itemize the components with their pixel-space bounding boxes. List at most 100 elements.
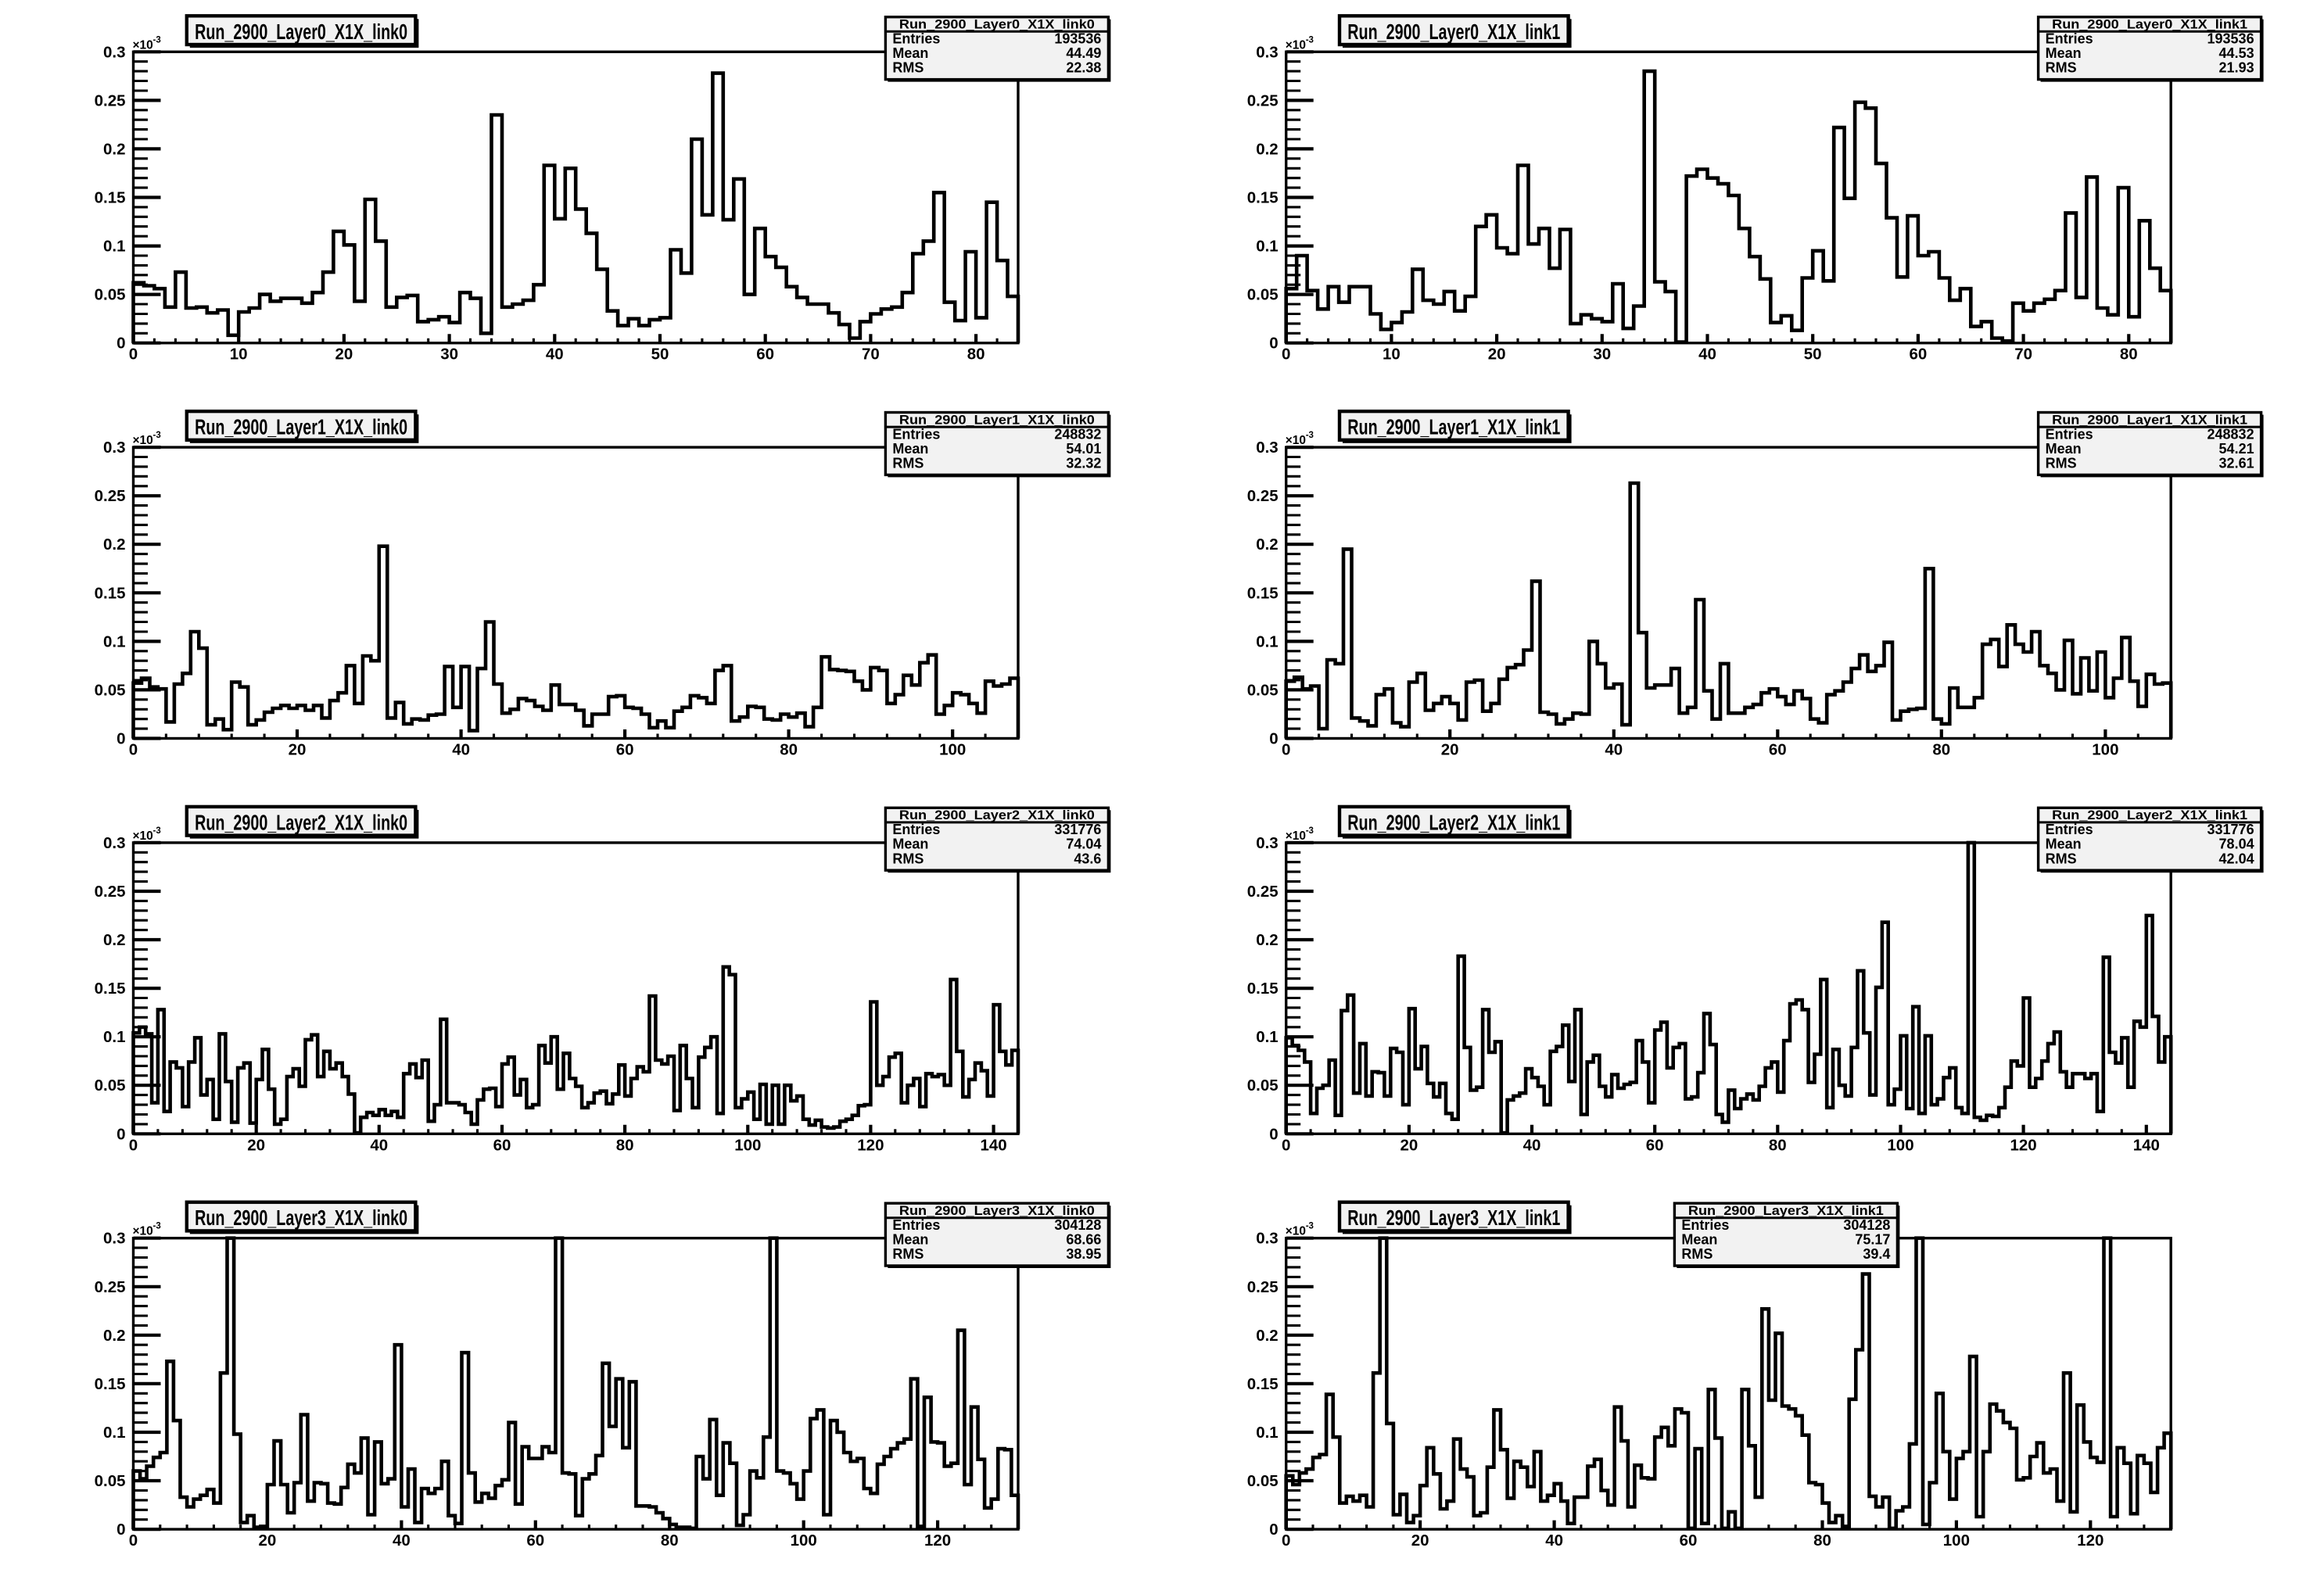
svg-text:21.93: 21.93 [2219,60,2254,76]
svg-text:Run_2900_Layer2_X1X_link0: Run_2900_Layer2_X1X_link0 [899,808,1095,822]
svg-text:30: 30 [440,346,458,364]
svg-text:-3: -3 [153,431,161,440]
svg-text:39.4: 39.4 [1863,1246,1890,1262]
svg-text:60: 60 [616,741,634,759]
svg-text:20: 20 [1488,346,1506,364]
svg-text:RMS: RMS [892,1246,924,1262]
svg-text:60: 60 [526,1532,544,1550]
svg-text:0.05: 0.05 [95,1472,126,1490]
svg-text:120: 120 [2010,1136,2036,1154]
svg-text:-3: -3 [153,826,161,836]
svg-text:60: 60 [1680,1532,1698,1550]
svg-text:0.15: 0.15 [1247,1375,1279,1393]
svg-text:0.25: 0.25 [95,883,126,901]
svg-text:0: 0 [129,741,138,759]
svg-text:Mean: Mean [2046,45,2082,61]
svg-text:20: 20 [335,346,353,364]
svg-text:40: 40 [1545,1532,1563,1550]
svg-text:40: 40 [452,741,470,759]
svg-text:0.2: 0.2 [1256,140,1279,158]
svg-text:Run_2900_Layer1_X1X_link0: Run_2900_Layer1_X1X_link0 [195,415,407,439]
svg-text:×10: ×10 [133,38,153,52]
svg-text:0.3: 0.3 [103,1230,126,1248]
svg-text:331776: 331776 [1054,822,1101,837]
svg-text:Entries: Entries [2046,426,2093,442]
svg-text:RMS: RMS [2046,456,2077,471]
svg-text:60: 60 [1769,741,1787,759]
svg-text:54.01: 54.01 [1066,441,1101,457]
svg-text:0.1: 0.1 [1256,1028,1279,1046]
svg-text:0: 0 [1282,1532,1290,1550]
svg-text:×10: ×10 [133,434,153,447]
svg-text:40: 40 [1605,741,1623,759]
svg-text:0.15: 0.15 [1247,980,1279,998]
svg-text:Run_2900_Layer1_X1X_link0: Run_2900_Layer1_X1X_link0 [899,413,1095,427]
svg-text:0.25: 0.25 [1247,91,1279,109]
svg-text:78.04: 78.04 [2219,837,2254,852]
svg-text:120: 120 [857,1136,884,1154]
svg-text:0.2: 0.2 [103,1327,126,1345]
svg-text:Run_2900_Layer1_X1X_link1: Run_2900_Layer1_X1X_link1 [1347,415,1560,439]
svg-text:0.3: 0.3 [1256,834,1279,852]
svg-text:0.05: 0.05 [1247,1472,1279,1490]
svg-text:80: 80 [780,741,798,759]
svg-text:0.2: 0.2 [1256,536,1279,554]
svg-text:0.15: 0.15 [95,980,126,998]
svg-text:100: 100 [1943,1532,1970,1550]
svg-text:0.2: 0.2 [103,140,126,158]
svg-text:0.1: 0.1 [1256,1424,1279,1442]
svg-text:42.04: 42.04 [2219,851,2254,866]
svg-text:0.15: 0.15 [1247,584,1279,602]
svg-text:Mean: Mean [892,441,928,457]
svg-text:193536: 193536 [2207,31,2254,47]
svg-text:RMS: RMS [892,851,924,866]
svg-text:-3: -3 [153,35,161,45]
svg-text:Run_2900_Layer3_X1X_link0: Run_2900_Layer3_X1X_link0 [195,1206,407,1230]
svg-text:0.1: 0.1 [1256,238,1279,256]
svg-text:20: 20 [258,1532,276,1550]
svg-text:304128: 304128 [1054,1217,1101,1233]
svg-text:0: 0 [117,730,125,748]
svg-text:0.25: 0.25 [95,91,126,109]
svg-text:0: 0 [1269,730,1278,748]
svg-text:32.32: 32.32 [1066,456,1101,471]
svg-text:RMS: RMS [892,60,924,76]
svg-text:0.1: 0.1 [103,238,126,256]
svg-text:Run_2900_Layer3_X1X_link0: Run_2900_Layer3_X1X_link0 [899,1204,1095,1218]
svg-text:100: 100 [1887,1136,1913,1154]
svg-text:60: 60 [756,346,774,364]
svg-text:22.38: 22.38 [1066,60,1101,76]
svg-text:20: 20 [1411,1532,1429,1550]
svg-text:Mean: Mean [892,837,928,852]
svg-text:0.25: 0.25 [1247,487,1279,505]
svg-text:-3: -3 [1306,431,1314,440]
svg-text:Entries: Entries [2046,822,2093,837]
svg-text:20: 20 [247,1136,265,1154]
svg-text:RMS: RMS [1681,1246,1713,1262]
svg-text:100: 100 [2092,741,2118,759]
svg-text:248832: 248832 [1054,426,1101,442]
svg-text:0.1: 0.1 [103,1028,126,1046]
svg-text:0: 0 [129,1136,138,1154]
svg-text:140: 140 [980,1136,1006,1154]
svg-text:80: 80 [616,1136,634,1154]
svg-text:0.25: 0.25 [95,487,126,505]
svg-text:80: 80 [967,346,985,364]
svg-text:×10: ×10 [1286,38,1306,52]
svg-text:54.21: 54.21 [2219,441,2254,457]
svg-text:0.15: 0.15 [1247,189,1279,207]
svg-text:248832: 248832 [2207,426,2254,442]
svg-text:Mean: Mean [2046,441,2082,457]
svg-text:43.6: 43.6 [1074,851,1101,866]
svg-text:-3: -3 [153,1222,161,1231]
svg-text:60: 60 [1909,346,1927,364]
svg-text:-3: -3 [1306,826,1314,836]
svg-text:Run_2900_Layer3_X1X_link1: Run_2900_Layer3_X1X_link1 [1347,1206,1560,1230]
svg-text:40: 40 [1698,346,1716,364]
svg-text:Run_2900_Layer3_X1X_link1: Run_2900_Layer3_X1X_link1 [1688,1204,1884,1218]
svg-text:0.05: 0.05 [95,1077,126,1095]
svg-text:0.05: 0.05 [1247,1077,1279,1095]
svg-text:0.3: 0.3 [1256,439,1279,457]
svg-text:0.05: 0.05 [1247,286,1279,304]
svg-text:Run_2900_Layer0_X1X_link0: Run_2900_Layer0_X1X_link0 [899,18,1095,32]
